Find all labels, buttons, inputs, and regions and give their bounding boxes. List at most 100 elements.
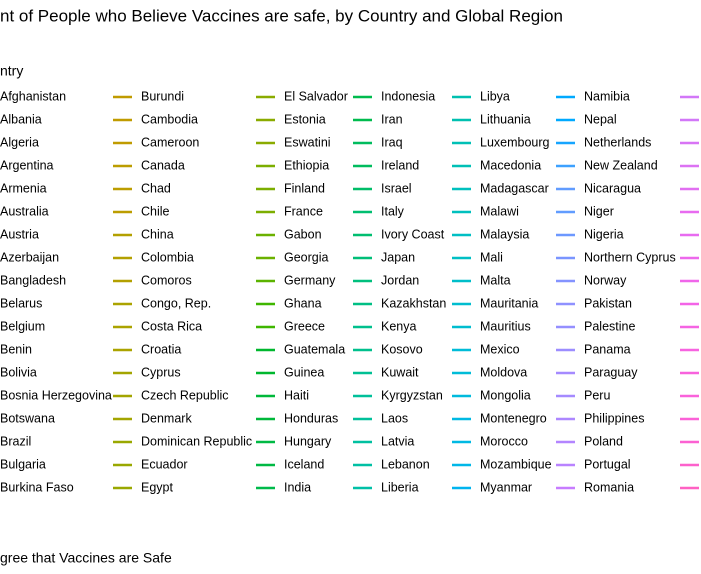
legend-label: Cyprus — [141, 365, 181, 379]
legend-label: Norway — [584, 273, 627, 287]
legend-label: Germany — [284, 273, 336, 287]
legend-label: Mongolia — [480, 388, 531, 402]
legend-label: Lebanon — [381, 457, 430, 471]
legend-label: Malaysia — [480, 227, 529, 241]
legend-label: Niger — [584, 204, 614, 218]
legend-label: Hungary — [284, 434, 332, 448]
legend-label: Namibia — [584, 89, 630, 103]
legend-label: Mali — [480, 250, 503, 264]
legend-label: Indonesia — [381, 89, 435, 103]
legend-label: Comoros — [141, 273, 192, 287]
legend-label: Morocco — [480, 434, 528, 448]
legend-label: Bosnia Herzegovina — [0, 388, 112, 402]
legend-label: Algeria — [0, 135, 39, 149]
legend-label: Palestine — [584, 319, 635, 333]
legend-label: Dominican Republic — [141, 434, 252, 448]
legend-label: Madagascar — [480, 181, 549, 195]
legend-label: Israel — [381, 181, 412, 195]
legend-label: Egypt — [141, 480, 173, 494]
legend-label: Canada — [141, 158, 185, 172]
legend-label: Jordan — [381, 273, 419, 287]
legend-label: Brazil — [0, 434, 31, 448]
legend-title: ntry — [0, 63, 23, 79]
legend-label: Chile — [141, 204, 170, 218]
legend-label: Benin — [0, 342, 32, 356]
legend-label: Mauritania — [480, 296, 538, 310]
legend-label: New Zealand — [584, 158, 658, 172]
legend-label: Albania — [0, 112, 42, 126]
legend-label: Nicaragua — [584, 181, 641, 195]
legend-label: Iraq — [381, 135, 403, 149]
legend-label: Afghanistan — [0, 89, 66, 103]
legend-label: Nepal — [584, 112, 617, 126]
legend-label: Japan — [381, 250, 415, 264]
legend-label: Argentina — [0, 158, 54, 172]
legend-label: India — [284, 480, 311, 494]
legend-label: Cambodia — [141, 112, 198, 126]
legend-label: Australia — [0, 204, 49, 218]
legend-label: Moldova — [480, 365, 527, 379]
legend-label: Latvia — [381, 434, 414, 448]
legend-label: Ethiopia — [284, 158, 329, 172]
legend-label: Bulgaria — [0, 457, 46, 471]
legend-label: Lithuania — [480, 112, 531, 126]
legend-label: Burundi — [141, 89, 184, 103]
legend-label: Mozambique — [480, 457, 552, 471]
legend-label: Kosovo — [381, 342, 423, 356]
legend-label: Laos — [381, 411, 408, 425]
legend-label: Italy — [381, 204, 405, 218]
legend-label: Belarus — [0, 296, 42, 310]
legend-label: Czech Republic — [141, 388, 229, 402]
legend-label: Philippines — [584, 411, 644, 425]
legend-label: Kenya — [381, 319, 416, 333]
legend-label: Kazakhstan — [381, 296, 446, 310]
legend-label: Panama — [584, 342, 631, 356]
legend-label: Azerbaijan — [0, 250, 59, 264]
legend-label: Romania — [584, 480, 634, 494]
legend-label: Nigeria — [584, 227, 624, 241]
legend-label: Georgia — [284, 250, 329, 264]
legend-label: Ireland — [381, 158, 419, 172]
legend-label: Eswatini — [284, 135, 331, 149]
legend-label: Austria — [0, 227, 39, 241]
legend-label: Croatia — [141, 342, 181, 356]
legend-label: Costa Rica — [141, 319, 202, 333]
legend-label: Macedonia — [480, 158, 541, 172]
legend-label: Haiti — [284, 388, 309, 402]
legend-label: China — [141, 227, 174, 241]
legend-label: Iran — [381, 112, 403, 126]
legend-label: Luxembourg — [480, 135, 550, 149]
legend-label: Ivory Coast — [381, 227, 445, 241]
legend-label: Iceland — [284, 457, 324, 471]
legend-label: France — [284, 204, 323, 218]
legend-label: Gabon — [284, 227, 322, 241]
legend-label: Chad — [141, 181, 171, 195]
legend-label: Honduras — [284, 411, 338, 425]
chart-title: nt of People who Believe Vaccines are sa… — [0, 6, 563, 25]
legend-label: Colombia — [141, 250, 194, 264]
legend-label: El Salvador — [284, 89, 348, 103]
legend-label: Kuwait — [381, 365, 419, 379]
axis-label: gree that Vaccines are Safe — [0, 550, 172, 566]
legend-label: Bangladesh — [0, 273, 66, 287]
legend-label: Estonia — [284, 112, 326, 126]
legend-label: Ghana — [284, 296, 322, 310]
legend-label: Mexico — [480, 342, 520, 356]
legend-label: Ecuador — [141, 457, 188, 471]
legend-label: Denmark — [141, 411, 192, 425]
legend-label: Kyrgyzstan — [381, 388, 443, 402]
legend-label: Libya — [480, 89, 510, 103]
legend-label: Finland — [284, 181, 325, 195]
legend-label: Portugal — [584, 457, 631, 471]
legend-label: Malta — [480, 273, 511, 287]
legend-label: Burkina Faso — [0, 480, 74, 494]
legend-label: Liberia — [381, 480, 419, 494]
legend-label: Pakistan — [584, 296, 632, 310]
legend-label: Netherlands — [584, 135, 651, 149]
legend-label: Belgium — [0, 319, 45, 333]
legend-label: Guatemala — [284, 342, 345, 356]
legend-label: Greece — [284, 319, 325, 333]
legend-label: Northern Cyprus — [584, 250, 676, 264]
legend-label: Mauritius — [480, 319, 531, 333]
